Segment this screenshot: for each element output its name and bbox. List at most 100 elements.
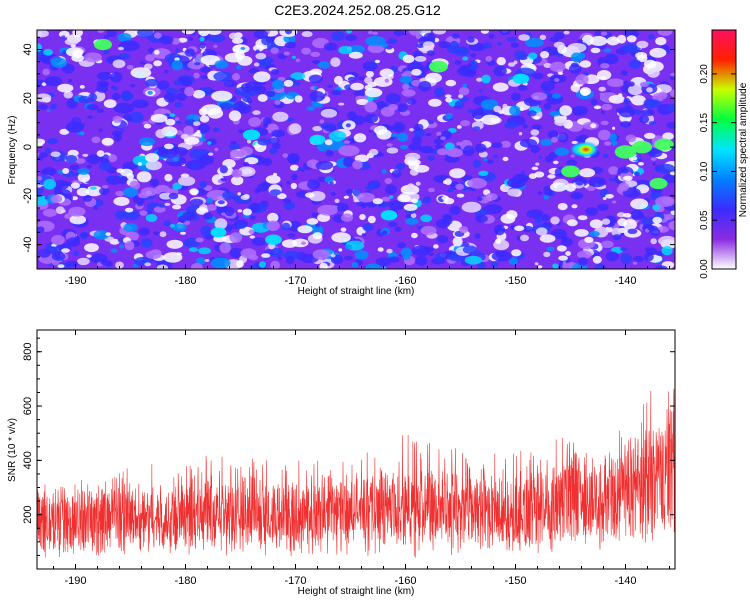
spectrogram-cell [137, 30, 154, 38]
spectrogram-cell [650, 228, 661, 237]
spectrogram-cell [531, 92, 548, 101]
spectrogram-cell [288, 123, 302, 135]
spectrogram-cell [356, 98, 369, 106]
spectrogram-cell [426, 50, 436, 57]
spectrogram-cell [607, 78, 624, 87]
spectrogram-cell [236, 260, 244, 268]
spectrogram-cell [99, 161, 112, 171]
spectrogram-cell [483, 204, 503, 215]
spectrogram-cell [364, 113, 379, 124]
spectrogram-cell [253, 71, 271, 83]
spectrogram-cell [193, 72, 200, 79]
spectrogram-cell [600, 110, 606, 114]
spectrogram-cell [384, 78, 390, 83]
spectrogram-cell [669, 89, 675, 98]
spectrogram-cell [175, 120, 182, 124]
spectrogram-cell [111, 92, 121, 100]
spectrogram-cell [184, 136, 200, 145]
colorbar-ticks: 0.00 0.05 0.10 0.15 0.20 [699, 64, 736, 279]
spectrogram-cell [310, 86, 315, 90]
spectrogram-cell [263, 123, 269, 128]
spectrogram-cell [249, 215, 256, 221]
spectrogram-cell [586, 185, 596, 191]
spectrogram-cell [565, 251, 571, 256]
spectrogram-cell [488, 33, 495, 39]
spectrogram-cell [84, 243, 99, 253]
spectrogram-cell [438, 41, 451, 49]
spectrogram-cell [362, 61, 378, 72]
spectrogram-cell [630, 95, 646, 106]
spectrogram-cell [461, 201, 482, 213]
spectrogram-hotspot [309, 134, 326, 145]
spectrogram-cell [369, 180, 380, 187]
spectrogram-cell [375, 101, 387, 110]
spectrogram-cell [565, 183, 576, 192]
spectrogram-cell [306, 218, 319, 225]
spectrogram-cell [445, 97, 453, 103]
spectrogram-cell [377, 247, 384, 252]
spectrogram-cell [432, 30, 447, 35]
spectrogram-cell [150, 114, 168, 123]
spectrogram-cell [611, 140, 618, 146]
spectrogram-cell [344, 255, 353, 261]
spectrogram-cell [110, 248, 118, 253]
spectrogram-cell [401, 89, 416, 97]
spectrogram-cell [224, 206, 235, 217]
spectrogram-cell [362, 223, 374, 232]
spectrogram-cell [145, 153, 160, 163]
spectrogram-cell [181, 30, 195, 35]
spectrogram-cell [43, 178, 57, 190]
spectrogram-cell [343, 156, 354, 168]
spectrogram-cell [118, 46, 124, 51]
spectrogram-cell [372, 198, 383, 205]
spectrogram-cell [182, 211, 196, 220]
spectrogram-cell [131, 99, 149, 109]
spectrogram-cell [353, 90, 367, 97]
spectrogram-cell [497, 42, 502, 46]
spectrogram-cell [123, 223, 138, 233]
spectrogram-cell [75, 158, 86, 164]
spectrogram-cell [171, 60, 183, 71]
spectrogram-cell [306, 106, 315, 111]
colorbar-tick-label: 0.10 [699, 161, 710, 181]
spectrogram-cell [334, 198, 340, 203]
spectrogram-cell [240, 146, 253, 156]
spectrogram-cell [200, 66, 211, 73]
spectrogram-cell [474, 143, 487, 153]
spectrogram-cell [385, 93, 401, 104]
spectrogram-cell [353, 199, 359, 203]
spectrogram-cell [249, 235, 256, 239]
spectrogram-cell [270, 247, 284, 258]
spectrogram-cell [458, 94, 464, 99]
spectrogram-cell [579, 60, 592, 68]
spectrogram-cell [519, 107, 525, 111]
spectrogram-cell [229, 142, 240, 151]
spectrogram-cell [317, 143, 328, 152]
x-tick-label: -150 [504, 275, 526, 287]
spectrogram-cell [467, 36, 475, 43]
spectrogram-cell [192, 89, 206, 99]
spectrogram-cell [66, 237, 80, 247]
spectrogram-cell [482, 42, 493, 49]
spectrogram-cell [42, 166, 57, 177]
spectrogram-cell [77, 257, 90, 266]
spectrogram-cell [286, 256, 295, 265]
spectrogram-cell [598, 86, 606, 92]
spectrogram-cell [85, 185, 103, 197]
spectrogram-cell [136, 171, 152, 183]
spectrogram-cell [78, 95, 91, 104]
spectrogram-cell [531, 124, 543, 130]
x-tick-label: -180 [174, 575, 196, 587]
spectrogram-cell [618, 182, 630, 192]
spectrogram-cell [553, 41, 565, 49]
snr-panel: -190 -180 -170 -160 -150 -140 200 400 600 800 He… [7, 329, 676, 597]
spectrogram-cell [312, 60, 321, 64]
spectrogram-cell [436, 235, 449, 244]
spectrogram-cell [609, 133, 617, 142]
spectrogram-cell [468, 59, 479, 71]
spectrogram-cell [585, 207, 598, 216]
spectrogram-cell [423, 32, 436, 44]
spectrogram-cell [381, 43, 389, 48]
spectrogram-cell [375, 257, 392, 267]
spectrogram-cell [650, 157, 657, 161]
